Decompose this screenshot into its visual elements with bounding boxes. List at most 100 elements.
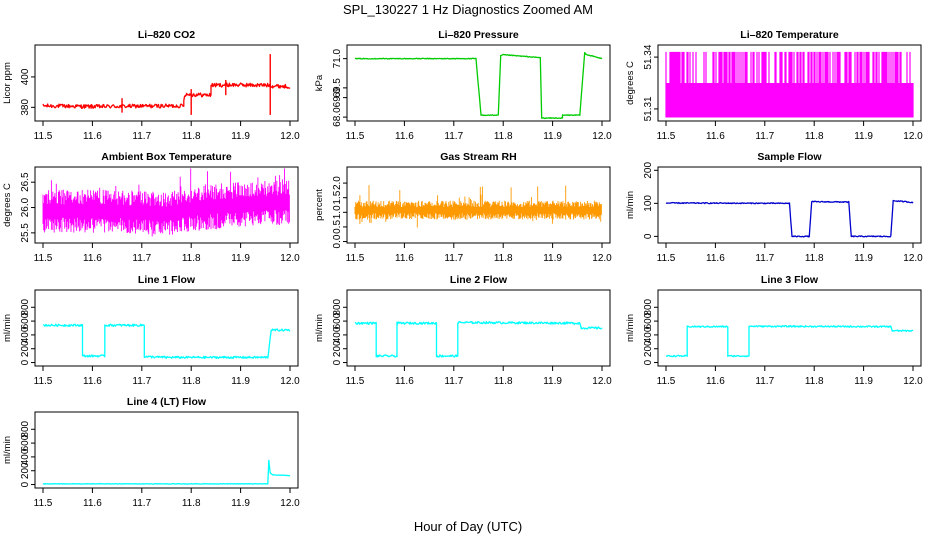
y-axis-label: Licor ppm [2, 62, 13, 104]
panel-title: Line 4 (LT) Flow [127, 396, 207, 408]
y-tick-label: 68.0 [332, 107, 343, 127]
x-tick-label: 12.0 [903, 253, 923, 264]
panel-title: Li–820 CO2 [138, 29, 195, 41]
series-line [665, 325, 914, 358]
x-tick-label: 11.6 [706, 131, 725, 142]
x-tick-label: 11.9 [231, 253, 250, 264]
series-line [42, 168, 290, 237]
x-tick-label: 11.7 [132, 376, 151, 387]
x-tick-label: 11.8 [805, 253, 824, 264]
x-tick-label: 11.5 [657, 376, 676, 387]
y-tick-label: 0 [643, 233, 654, 239]
y-tick-label: 1.5 [332, 190, 343, 204]
x-tick-label: 11.7 [444, 253, 463, 264]
x-tick-label: 11.5 [346, 253, 365, 264]
panel-title: Line 2 Flow [450, 274, 508, 286]
panel-title: Li–820 Pressure [438, 29, 519, 41]
series-line [354, 51, 603, 120]
panel-title: Ambient Box Temperature [101, 151, 232, 163]
y-tick-label: 0 [20, 481, 31, 487]
panel-data [42, 54, 291, 115]
y-tick-label: 200 [643, 162, 654, 179]
x-tick-label: 12.0 [592, 131, 612, 142]
plot-frame [346, 44, 611, 122]
series-line [354, 185, 602, 228]
x-tick-label: 11.8 [182, 253, 201, 264]
y-tick-label: 200 [332, 340, 343, 357]
y-tick-label: 400 [20, 326, 31, 343]
x-tick-label: 11.8 [805, 131, 824, 142]
panel-data [42, 323, 291, 360]
x-tick-label: 11.6 [83, 131, 102, 142]
y-tick-label: 400 [20, 448, 31, 465]
panel-data [665, 325, 914, 358]
panel-data [42, 459, 291, 485]
y-tick-label: 69.5 [332, 78, 343, 98]
x-tick-label: 11.7 [755, 253, 774, 264]
x-tick-label: 12.0 [592, 253, 612, 264]
x-tick-label: 11.8 [805, 376, 824, 387]
plot-frame [34, 289, 299, 367]
y-axis-label: degrees C [625, 61, 636, 105]
x-tick-label: 11.9 [854, 253, 873, 264]
series-line [665, 51, 914, 118]
x-tick-label: 11.6 [83, 253, 102, 264]
x-tick-label: 11.8 [182, 131, 201, 142]
figure-xlabel: Hour of Day (UTC) [414, 519, 522, 534]
panel-6: 11.5 11.6 11.7 11.8 11.9 12.0 0 100 200 ml/min Sam… [625, 151, 923, 264]
panel-title: Gas Stream RH [440, 151, 516, 163]
y-tick-label: 100 [643, 195, 654, 212]
y-axis-label: percent [314, 189, 325, 221]
x-tick-label: 11.9 [231, 131, 250, 142]
x-tick-label: 11.8 [182, 376, 201, 387]
panel-data [42, 168, 290, 237]
x-tick-label: 11.9 [231, 376, 250, 387]
plot-frame [34, 166, 299, 244]
plot-frame [346, 289, 611, 367]
y-tick-label: 26.0 [20, 197, 31, 217]
y-tick-label: 200 [20, 340, 31, 357]
series-line [354, 320, 603, 358]
y-tick-label: 600 [20, 312, 31, 329]
y-tick-label: 400 [332, 326, 343, 343]
x-tick-label: 11.6 [706, 253, 725, 264]
y-tick-label: 800 [20, 298, 31, 315]
y-tick-label: 400 [643, 326, 654, 343]
y-axis-label: ml/min [625, 314, 636, 342]
panel-data [354, 185, 602, 228]
x-tick-label: 11.8 [494, 376, 513, 387]
panel-data [354, 320, 603, 358]
y-tick-label: 51.34 [643, 44, 654, 69]
y-tick-label: 25.5 [20, 223, 31, 243]
panel-title: Line 3 Flow [761, 274, 819, 286]
x-tick-label: 11.9 [543, 131, 562, 142]
y-tick-label: 800 [332, 298, 343, 315]
y-tick-label: 800 [643, 298, 654, 315]
y-tick-label: 69.0 [332, 87, 343, 107]
x-tick-label: 12.0 [280, 498, 300, 509]
panel-1: 11.5 11.6 11.7 11.8 11.9 12.0 380 400 Licor ppm L… [2, 29, 300, 142]
x-tick-label: 11.7 [132, 253, 151, 264]
x-tick-label: 11.5 [657, 131, 676, 142]
y-axis-label: kPa [314, 74, 325, 91]
panel-title: Line 1 Flow [138, 274, 196, 286]
x-tick-label: 11.5 [34, 131, 53, 142]
y-tick-label: 2.0 [332, 176, 343, 190]
y-axis-label: ml/min [2, 436, 13, 464]
x-tick-label: 12.0 [903, 131, 923, 142]
panel-title: Li–820 Temperature [740, 29, 839, 41]
y-tick-label: 200 [20, 462, 31, 479]
x-tick-label: 11.5 [346, 376, 365, 387]
y-tick-label: 200 [643, 340, 654, 357]
x-tick-label: 11.9 [543, 376, 562, 387]
y-axis-label: ml/min [2, 314, 13, 342]
panel-data [665, 199, 914, 238]
panel-data [354, 51, 603, 120]
y-tick-label: 600 [643, 312, 654, 329]
plot-frame [657, 166, 922, 244]
series-line [665, 199, 914, 238]
panel-data [665, 51, 914, 118]
